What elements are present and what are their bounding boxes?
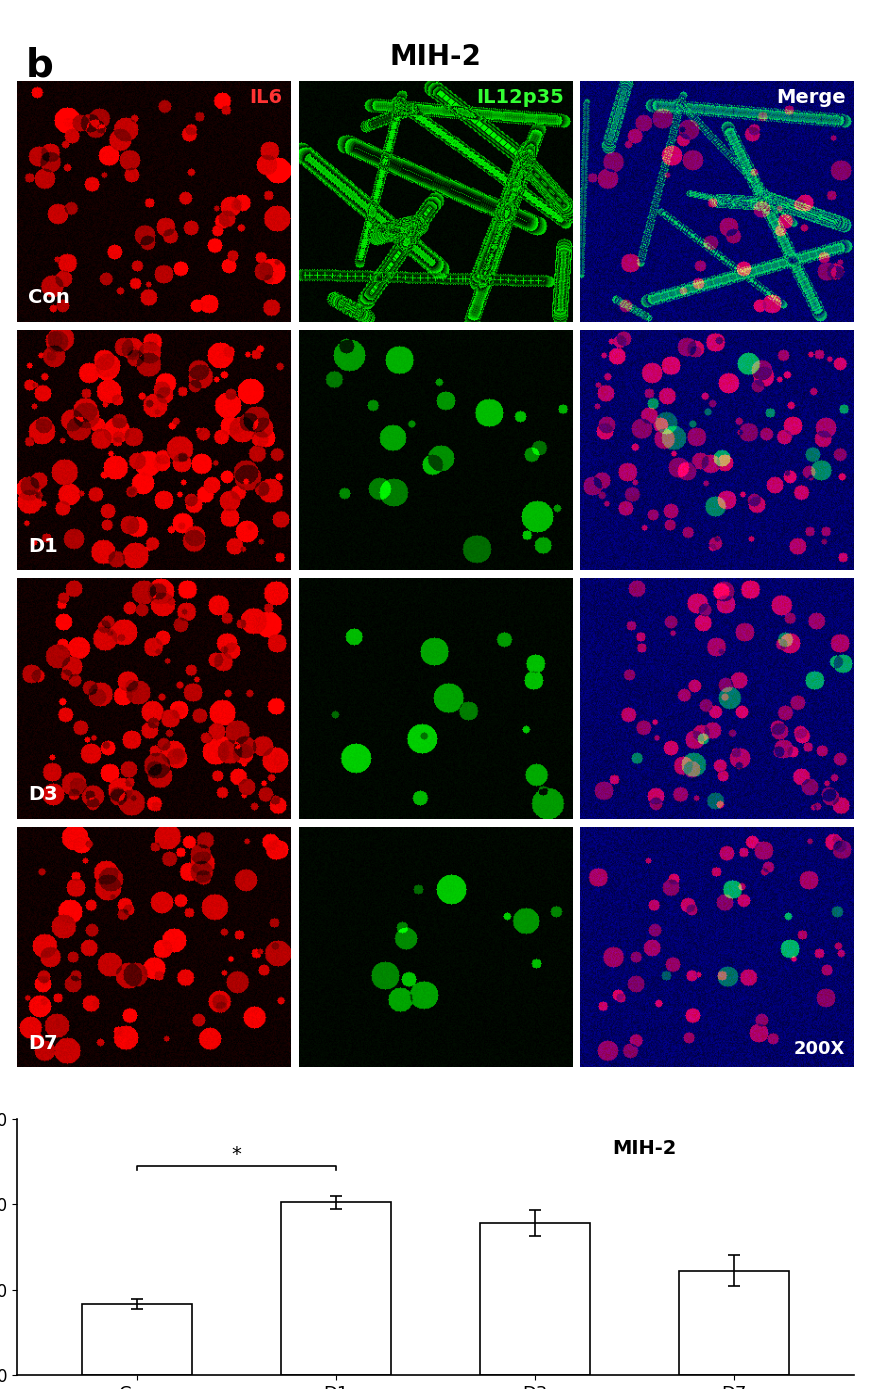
Bar — [82, 1304, 192, 1375]
Text: IL12p35: IL12p35 — [476, 88, 564, 107]
Bar — [281, 1203, 391, 1375]
Text: Merge: Merge — [776, 88, 846, 107]
Text: 200X: 200X — [794, 1040, 846, 1058]
Text: Con: Con — [29, 288, 70, 307]
Text: MIH-2: MIH-2 — [612, 1139, 677, 1158]
Text: MIH-2: MIH-2 — [389, 43, 482, 71]
Text: b: b — [26, 46, 54, 85]
Text: *: * — [232, 1145, 241, 1164]
Text: D7: D7 — [29, 1033, 58, 1053]
Bar — [679, 1271, 789, 1375]
Text: IL6: IL6 — [249, 88, 282, 107]
Bar — [480, 1222, 590, 1375]
Text: D1: D1 — [29, 536, 58, 556]
Text: D3: D3 — [29, 785, 58, 804]
